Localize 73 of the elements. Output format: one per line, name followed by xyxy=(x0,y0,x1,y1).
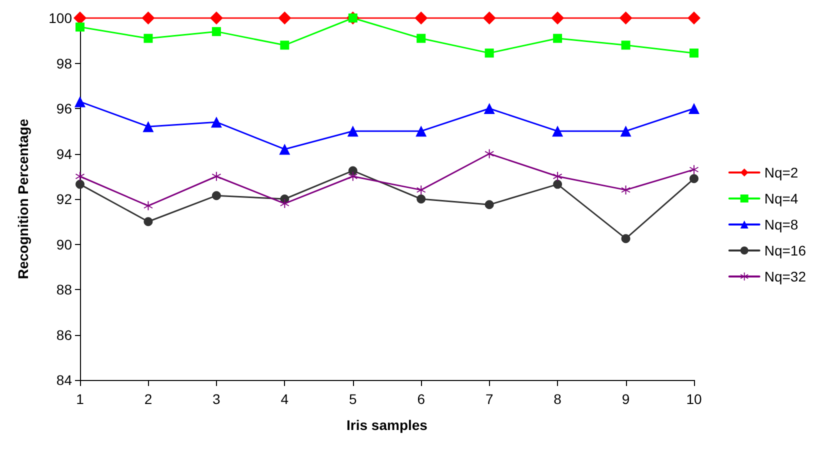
y-tick-label: 96 xyxy=(56,100,72,116)
x-tick-label: 3 xyxy=(212,391,221,407)
point xyxy=(212,27,221,36)
point xyxy=(484,200,494,210)
point xyxy=(416,34,426,43)
x-tick-label: 9 xyxy=(622,391,630,407)
point xyxy=(348,172,358,181)
point xyxy=(553,180,562,189)
point xyxy=(484,149,494,158)
point xyxy=(74,96,86,108)
point xyxy=(280,40,290,50)
y-axis-title: Recognition Percentage xyxy=(15,118,31,280)
legend-label: Nq=2 xyxy=(764,164,798,180)
point xyxy=(142,12,155,24)
legend-label: Nq=32 xyxy=(764,268,806,284)
y-tick-label: 90 xyxy=(56,236,72,252)
point xyxy=(484,103,495,114)
x-tick-label: 8 xyxy=(554,391,562,407)
legend-label: Nq=8 xyxy=(764,216,798,232)
y-tick-label: 88 xyxy=(56,282,72,298)
x-tick-label: 5 xyxy=(348,391,357,407)
point xyxy=(212,191,221,200)
y-tick-label: 94 xyxy=(56,146,72,162)
point xyxy=(414,12,428,24)
point xyxy=(144,34,153,43)
point xyxy=(551,12,564,24)
point xyxy=(76,22,84,32)
point xyxy=(280,199,290,208)
point xyxy=(210,116,222,128)
point xyxy=(482,12,496,24)
point xyxy=(484,48,494,58)
point xyxy=(416,194,426,204)
point xyxy=(690,174,698,184)
point xyxy=(553,34,562,43)
point xyxy=(144,217,153,226)
point xyxy=(688,103,700,114)
point xyxy=(619,12,632,24)
point xyxy=(76,180,84,189)
point xyxy=(348,166,358,176)
point xyxy=(76,172,84,181)
point xyxy=(621,185,630,194)
point xyxy=(212,172,221,181)
point xyxy=(416,185,426,194)
point xyxy=(552,126,564,137)
x-tick-label: 4 xyxy=(280,391,289,407)
point xyxy=(74,12,86,24)
point xyxy=(347,126,358,137)
point xyxy=(621,234,630,244)
y-tick-label: 84 xyxy=(56,372,72,388)
point xyxy=(553,172,562,181)
point xyxy=(278,12,292,24)
point xyxy=(279,144,290,155)
x-axis-title: Iris samples xyxy=(346,417,428,433)
y-tick-label: 98 xyxy=(56,55,72,72)
y-tick-label: 92 xyxy=(56,191,72,207)
legend-label: Nq=16 xyxy=(764,242,806,258)
point xyxy=(210,12,223,24)
point xyxy=(620,126,632,137)
y-tick-label: 100 xyxy=(48,10,72,26)
point xyxy=(690,48,698,58)
x-tick-label: 10 xyxy=(686,391,702,407)
x-tick-label: 2 xyxy=(144,391,152,407)
x-tick-label: 7 xyxy=(485,391,494,407)
point xyxy=(416,126,427,137)
y-tick-label: 86 xyxy=(56,326,72,343)
point xyxy=(688,12,700,24)
point xyxy=(690,165,698,174)
legend-label: Nq=4 xyxy=(764,190,798,206)
x-tick-label: 6 xyxy=(417,391,426,407)
x-tick-label: 1 xyxy=(76,391,84,407)
point xyxy=(142,121,154,132)
point xyxy=(144,201,153,210)
point xyxy=(621,40,630,50)
